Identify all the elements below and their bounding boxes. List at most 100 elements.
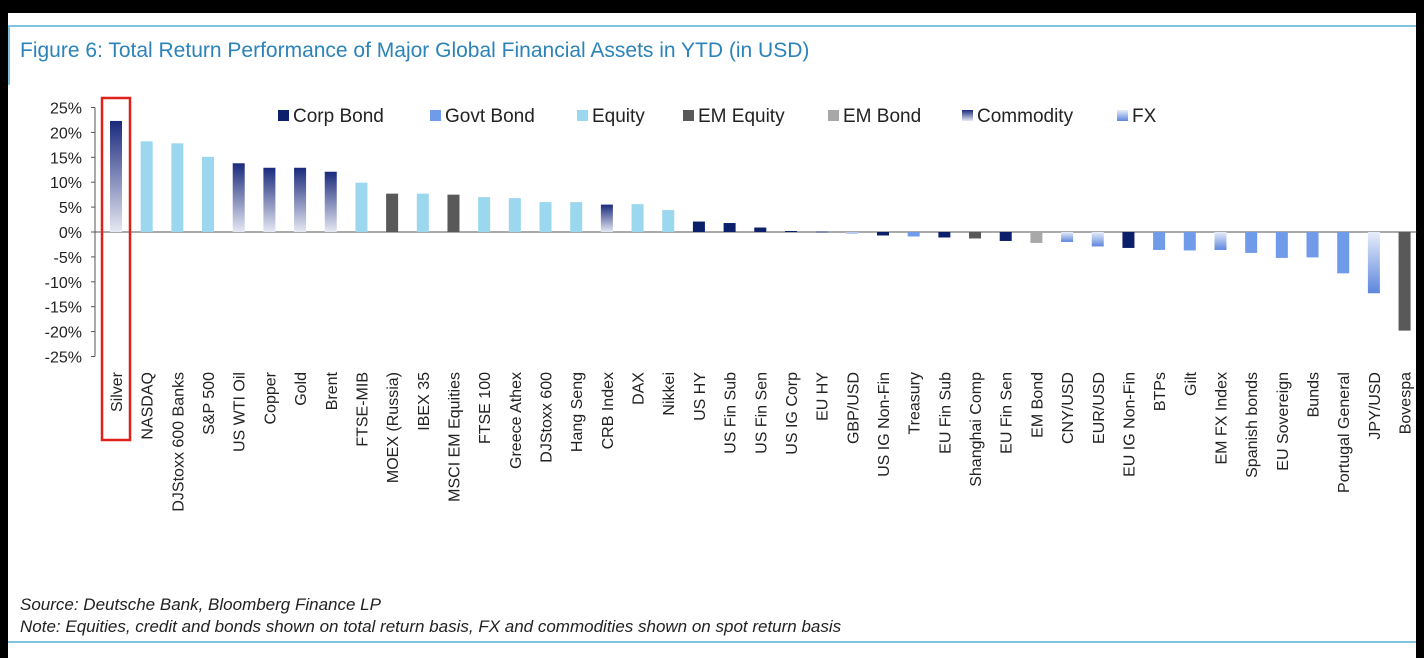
x-label-em-fx-index: EM FX Index: [1213, 372, 1230, 464]
x-label-treasury: Treasury: [907, 372, 924, 435]
chart-title: Figure 6: Total Return Performance of Ma…: [20, 39, 810, 62]
x-label-gold: Gold: [293, 372, 310, 406]
bar-gbp-usd: [846, 232, 859, 234]
legend-label-govt-bond: Govt Bond: [445, 106, 535, 127]
x-label-djstoxx-600: DJStoxx 600: [539, 372, 556, 463]
y-tick-label: -20%: [45, 325, 82, 342]
bar-cny-usd: [1061, 232, 1074, 242]
x-label-shanghai-comp: Shanghai Comp: [968, 372, 985, 487]
bar-copper: [263, 167, 276, 232]
bar-eu-sovereign: [1275, 232, 1288, 258]
x-label-crb-index: CRB Index: [600, 372, 617, 449]
bar-greece-athex: [508, 198, 521, 232]
x-label-nasdaq: NASDAQ: [140, 372, 157, 440]
x-label-us-fin-sub: US Fin Sub: [723, 372, 740, 454]
x-label-eu-fin-sub: EU Fin Sub: [937, 372, 954, 454]
bar-em-fx-index: [1214, 232, 1227, 250]
bar-ftse-mib: [355, 182, 368, 232]
y-tick-label: -5%: [54, 250, 82, 267]
x-label-us-fin-sen: US Fin Sen: [753, 372, 770, 454]
bar-btps: [1153, 232, 1166, 250]
y-tick-label: 15%: [50, 150, 82, 167]
bar-nasdaq: [140, 141, 153, 232]
y-tick-label: -15%: [45, 300, 82, 317]
x-label-us-ig-corp: US IG Corp: [784, 372, 801, 455]
x-label-us-hy: US HY: [692, 372, 709, 421]
bar-msci-em-equities: [447, 194, 460, 232]
x-label-eu-ig-non-fin: EU IG Non-Fin: [1121, 372, 1138, 477]
bar-moex-russia: [386, 193, 399, 232]
bar-djstoxx-600: [539, 202, 552, 232]
x-label-bunds: Bunds: [1306, 372, 1323, 417]
x-label-silver: Silver: [109, 371, 126, 412]
methodology-note: Note: Equities, credit and bonds shown o…: [20, 617, 842, 636]
bar-dax: [631, 204, 644, 232]
y-tick-label: -25%: [45, 350, 82, 367]
bar-eu-ig-non-fin: [1122, 232, 1135, 248]
x-label-ftse-100: FTSE 100: [477, 372, 494, 444]
y-tick-label: -10%: [45, 275, 82, 292]
x-label-gilt: Gilt: [1183, 371, 1200, 396]
bar-s-p-500: [202, 156, 215, 232]
bar-em-bond: [1030, 232, 1043, 243]
bar-shanghai-comp: [969, 232, 982, 239]
x-axis-labels: Silver NASDAQ DJStoxx 600 Banks S&P 500 US W…: [109, 371, 1415, 511]
legend-swatch-em-equity: [683, 110, 694, 121]
x-label-s-p-500: S&P 500: [201, 372, 218, 435]
x-label-us-wti-oil: US WTI Oil: [232, 372, 249, 452]
bar-eu-fin-sen: [999, 232, 1012, 241]
legend-label-commodity: Commodity: [977, 106, 1074, 127]
bar-djstoxx-600-banks: [171, 143, 184, 232]
bar-us-hy: [692, 221, 705, 232]
y-tick-label: 10%: [50, 175, 82, 192]
highlight-box: [100, 96, 132, 442]
x-label-msci-em-equities: MSCI EM Equities: [446, 372, 463, 502]
x-label-btps: BTPs: [1152, 372, 1169, 411]
left-rule: [8, 25, 10, 85]
bar-gilt: [1183, 232, 1196, 251]
legend-label-corp-bond: Corp Bond: [293, 106, 384, 127]
y-tick-label: 20%: [50, 125, 82, 142]
legend-label-equity: Equity: [592, 106, 645, 127]
legend-label-em-bond: EM Bond: [843, 106, 921, 127]
x-label-eu-sovereign: EU Sovereign: [1275, 372, 1292, 471]
bars: [110, 120, 1411, 331]
x-label-spanish-bonds: Spanish bonds: [1244, 372, 1261, 478]
bar-eur-usd: [1091, 232, 1104, 247]
x-label-jpy-usd: JPY/USD: [1367, 372, 1384, 440]
bar-jpy-usd: [1367, 232, 1380, 294]
legend-swatch-em-bond: [828, 110, 839, 121]
legend-swatch-equity: [577, 110, 588, 121]
legend-swatch-commodity: [962, 110, 973, 121]
legend-swatch-fx: [1117, 110, 1128, 121]
x-label-nikkei: Nikkei: [661, 372, 678, 416]
y-tick-label: 25%: [50, 101, 82, 118]
legend-swatch-govt-bond: [430, 110, 441, 121]
bar-nikkei: [662, 210, 675, 232]
y-tick-label: 0%: [59, 225, 82, 242]
bar-hang-seng: [570, 202, 583, 232]
bar-ftse-100: [478, 197, 491, 232]
bar-us-ig-corp: [784, 231, 797, 233]
bar-us-fin-sub: [723, 223, 736, 232]
x-label-portugal-general: Portugal General: [1336, 372, 1353, 493]
legend-swatch-corp-bond: [278, 110, 289, 121]
x-label-eur-usd: EUR/USD: [1091, 372, 1108, 444]
x-label-eu-hy: EU HY: [815, 372, 832, 421]
bar-gold: [294, 167, 307, 232]
x-label-brent: Brent: [324, 371, 341, 410]
x-label-ftse-mib: FTSE-MIB: [354, 372, 371, 447]
x-label-gbp-usd: GBP/USD: [845, 372, 862, 444]
x-label-eu-fin-sen: EU Fin Sen: [999, 372, 1016, 454]
bar-bunds: [1306, 232, 1319, 258]
legend-label-fx: FX: [1132, 106, 1157, 127]
x-label-greece-athex: Greece Athex: [508, 372, 525, 469]
x-label-dax: DAX: [631, 372, 648, 405]
top-rule: [8, 25, 1416, 27]
bar-crb-index: [600, 204, 613, 232]
x-label-copper: Copper: [262, 371, 279, 424]
x-label-ibex-35: IBEX 35: [416, 372, 433, 431]
x-label-bovespa: Bovespa: [1398, 372, 1415, 434]
bar-treasury: [907, 232, 920, 237]
bar-spanish-bonds: [1245, 232, 1258, 253]
